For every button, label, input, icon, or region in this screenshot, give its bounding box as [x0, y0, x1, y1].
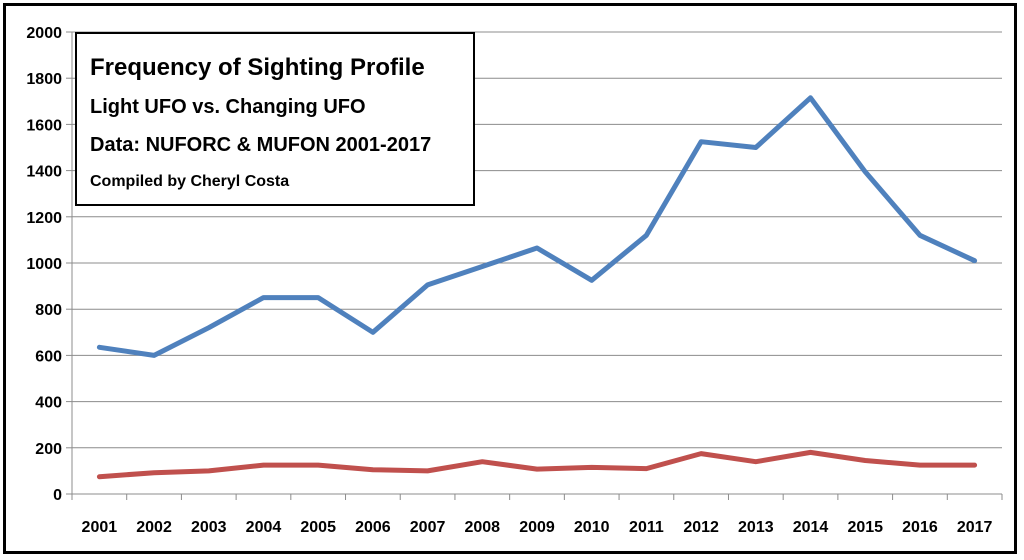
series-2-point — [372, 469, 374, 471]
series-line-2 — [96, 449, 978, 480]
x-tick-labels: 2001 2002 2003 2004 2005 2006 2007 2008 2009 2010… — [82, 519, 993, 536]
x-tick-label: 2004 — [246, 519, 282, 536]
x-tick-label: 2016 — [902, 519, 938, 536]
chart-title: Frequency of Sighting Profile — [90, 54, 425, 81]
series-1-point — [536, 247, 538, 249]
series-1-point — [864, 171, 866, 173]
chart-subtitle-1: Light UFO vs. Changing UFO — [90, 96, 366, 118]
x-tick-label: 2015 — [847, 519, 883, 536]
x-tick-label: 2017 — [957, 519, 993, 536]
series-2-point — [700, 453, 702, 455]
x-tick-label: 2002 — [136, 519, 172, 536]
chart-subtitle-2: Data: NUFORC & MUFON 2001-2017 — [90, 134, 431, 156]
series-2-point — [591, 466, 593, 468]
y-tick-label: 400 — [35, 395, 62, 412]
series-1-point — [810, 97, 812, 99]
series-2-point — [645, 468, 647, 470]
series-2-point — [262, 464, 264, 466]
series-2-point — [974, 464, 976, 466]
x-tick-label: 2003 — [191, 519, 227, 536]
title-box-border — [75, 32, 475, 206]
series-2-point — [317, 464, 319, 466]
y-tick-label: 1000 — [26, 256, 62, 273]
series-2-point — [427, 470, 429, 472]
x-tick-label: 2011 — [629, 519, 664, 536]
y-tick-label: 1800 — [26, 71, 62, 88]
y-tick-label: 1200 — [26, 210, 62, 227]
series-1-point — [700, 141, 702, 143]
x-tick-label: 2010 — [574, 519, 610, 536]
series-2-point — [536, 468, 538, 470]
x-tick-label: 2008 — [464, 519, 500, 536]
y-tick-label: 2000 — [26, 25, 62, 42]
series-2-point — [864, 460, 866, 462]
series-2-point — [98, 476, 100, 478]
y-tick-label: 0 — [53, 487, 62, 504]
series-1-point — [974, 260, 976, 262]
y-tick-label: 1400 — [26, 164, 62, 181]
x-tick-label: 2007 — [410, 519, 446, 536]
series-2-point — [755, 461, 757, 463]
series-1-point — [755, 147, 757, 148]
axes — [71, 32, 1002, 495]
series-1-point — [645, 234, 647, 236]
series-1-point — [153, 354, 155, 356]
series-1-point — [98, 346, 100, 348]
series-1-point — [262, 297, 264, 299]
series-1-point — [317, 297, 319, 299]
series-1-point — [591, 279, 593, 281]
series-2-point — [153, 472, 155, 474]
title-box: Frequency of Sighting Profile Light UFO … — [75, 32, 475, 206]
series-2-point — [481, 461, 483, 463]
series-lines — [96, 95, 978, 480]
y-tick-labels: 0 200 400 600 800 1000 1200 1400 1600 1800 2000 — [26, 25, 62, 504]
y-tick-label: 800 — [35, 302, 62, 319]
x-tick-label: 2005 — [300, 519, 336, 536]
series-1-point — [427, 284, 429, 286]
series-1-point — [372, 331, 374, 333]
x-tick-label: 2013 — [738, 519, 774, 536]
series-1-point — [919, 234, 921, 236]
x-tick-label: 2006 — [355, 519, 391, 536]
series-2-point — [919, 464, 921, 466]
y-tick-label: 200 — [35, 441, 62, 458]
y-tick-label: 600 — [35, 348, 62, 365]
x-tick-label: 2001 — [82, 519, 118, 536]
y-tick-label: 1600 — [26, 117, 62, 134]
series-2-point — [810, 451, 812, 453]
series-1-point — [208, 327, 210, 329]
x-tick-label: 2012 — [683, 519, 719, 536]
x-tick-label: 2009 — [519, 519, 555, 536]
series-2-point — [208, 470, 210, 472]
x-tick-label: 2014 — [793, 519, 829, 536]
chart-subtitle-3: Compiled by Cheryl Costa — [90, 173, 289, 190]
series-1-point — [481, 265, 483, 267]
